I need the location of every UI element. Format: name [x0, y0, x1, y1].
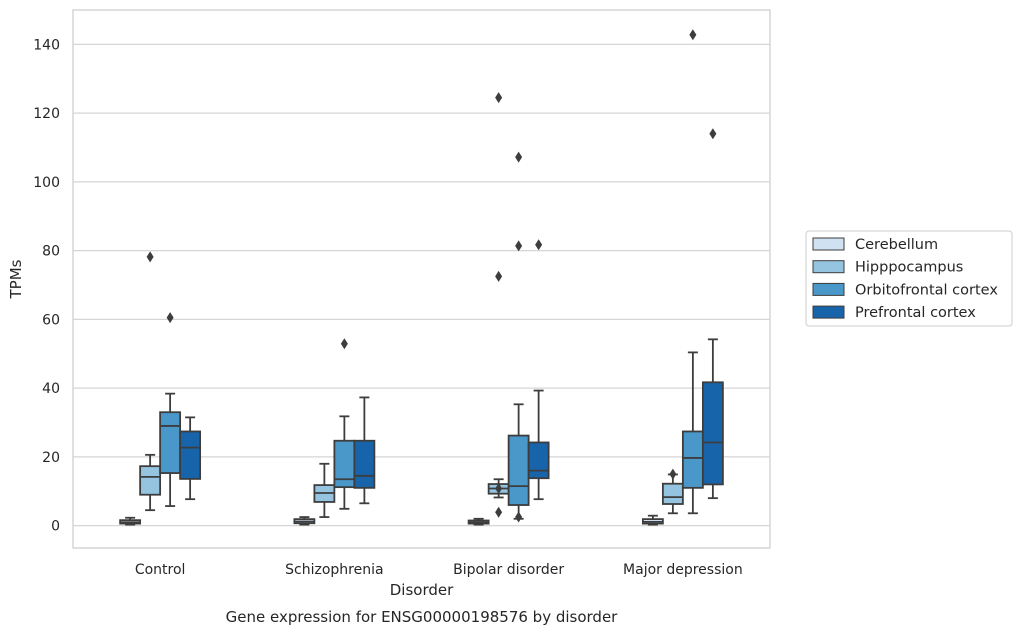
- outlier-point: [166, 312, 174, 324]
- y-tick-label: 40: [42, 381, 60, 397]
- legend-swatch: [812, 260, 845, 274]
- series-group: [159, 29, 704, 523]
- x-tick-label: Control: [135, 562, 186, 578]
- x-axis-title: Disorder: [390, 581, 454, 599]
- outlier-point: [340, 338, 348, 350]
- outlier-point: [515, 151, 523, 163]
- box: [159, 411, 182, 474]
- legend-label: Hipppocampus: [855, 260, 963, 276]
- box: [701, 381, 724, 486]
- box: [661, 482, 684, 505]
- box: [179, 430, 202, 480]
- outlier-point: [515, 240, 523, 252]
- tick-labels: 0 20 40 60 80 100 120 140 Control Schizophrenia Bi…: [33, 37, 742, 578]
- outlier-point: [146, 251, 154, 263]
- x-tick-label: Bipolar disorder: [453, 562, 564, 578]
- series-group: [139, 92, 684, 518]
- y-tick-label: 20: [42, 450, 60, 466]
- outlier-point: [495, 92, 503, 104]
- y-tick-label: 0: [51, 519, 60, 535]
- x-tick-label: Schizophrenia: [285, 562, 383, 578]
- outlier-point: [515, 511, 523, 523]
- box: [681, 430, 704, 489]
- outlier-point: [495, 506, 503, 518]
- series-group: [179, 128, 724, 505]
- y-tick-label: 60: [42, 312, 60, 328]
- y-tick-label: 80: [42, 244, 60, 260]
- x-tick-label: Major depression: [623, 562, 743, 578]
- legend-label: Prefrontal cortex: [855, 305, 976, 321]
- box: [139, 465, 162, 496]
- legend-swatch: [812, 282, 845, 296]
- box: [353, 439, 376, 489]
- y-tick-label: 120: [33, 106, 60, 122]
- outlier-point: [535, 239, 543, 251]
- box: [527, 441, 550, 480]
- y-axis-title: TPMs: [7, 259, 25, 299]
- legend-label: Orbitofrontal cortex: [855, 282, 998, 298]
- outlier-point: [709, 128, 717, 140]
- legend-frame: [805, 230, 1013, 327]
- legend-label: Cerebellum: [855, 237, 938, 253]
- outlier-point: [495, 483, 503, 495]
- legend: Cerebellum Hipppocampus Orbitofrontal cort…: [805, 230, 1013, 327]
- outlier-point: [689, 29, 697, 41]
- series-group: [119, 514, 664, 526]
- outlier-point: [669, 468, 677, 480]
- chart-title: Gene expression for ENSG00000198576 by d…: [226, 608, 619, 626]
- box-groups: [119, 29, 724, 526]
- y-tick-label: 100: [33, 175, 60, 191]
- box: [507, 434, 530, 506]
- legend-swatch: [812, 305, 845, 319]
- y-tick-label: 140: [33, 37, 60, 53]
- legend-swatch: [812, 237, 845, 251]
- outlier-point: [495, 270, 503, 282]
- box: [333, 439, 356, 489]
